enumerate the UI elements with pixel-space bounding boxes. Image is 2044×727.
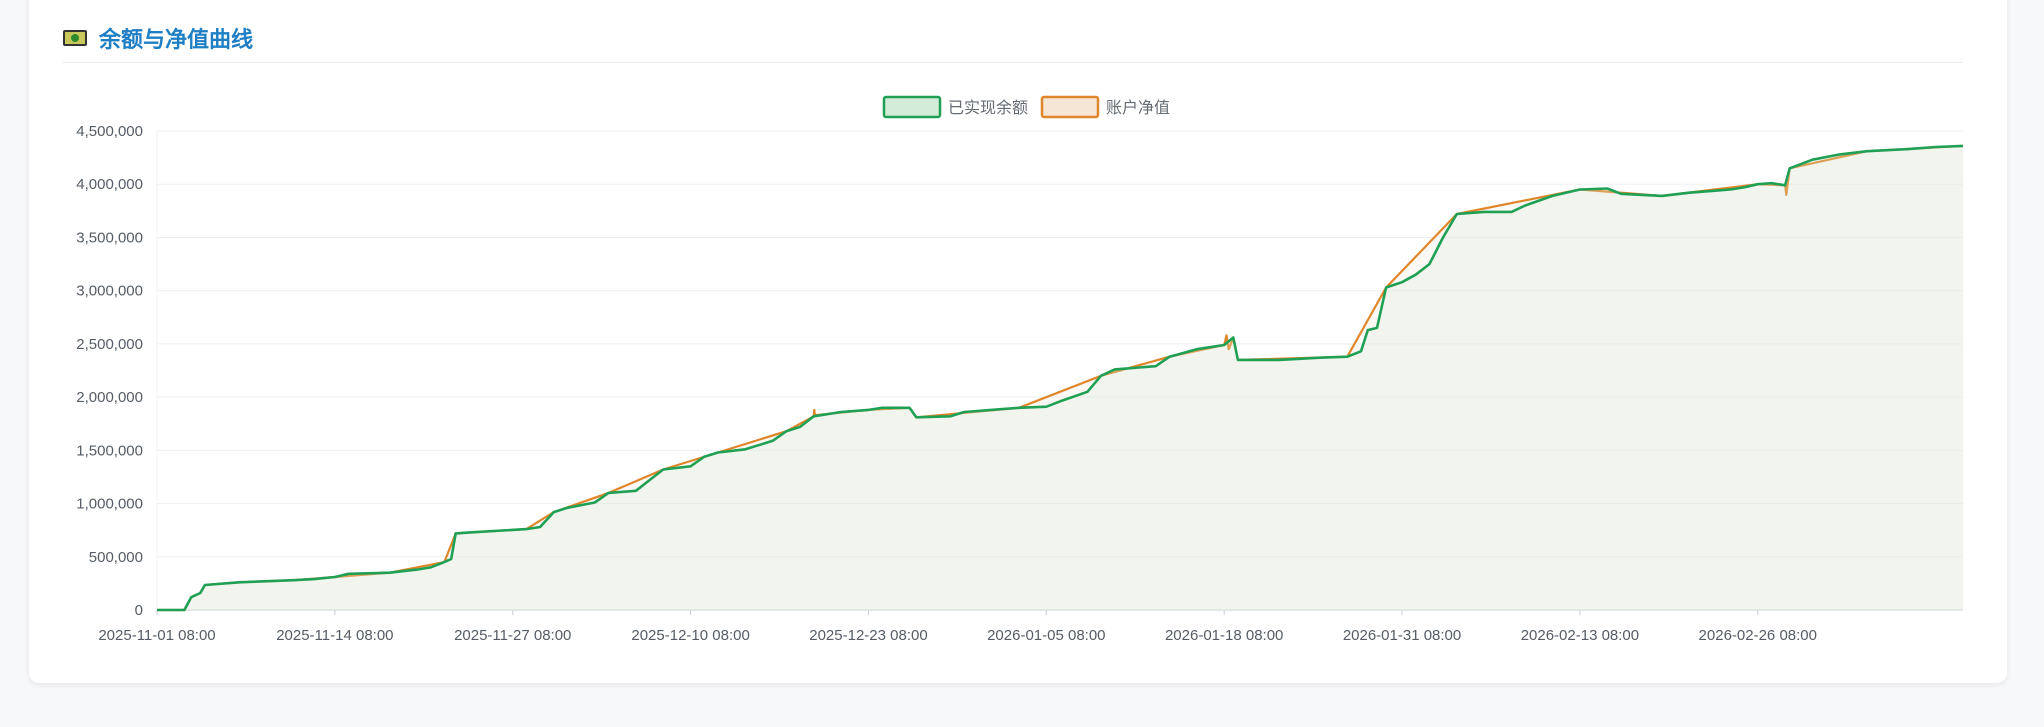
- legend-label: 账户净值: [1106, 98, 1170, 117]
- y-tick-label: 2,500,000: [76, 336, 143, 353]
- legend-swatch: [882, 95, 942, 119]
- x-tick-label: 2026-02-13 08:00: [1521, 627, 1639, 644]
- series-line: [157, 144, 1964, 612]
- x-tick-label: 2026-01-31 08:00: [1343, 627, 1461, 644]
- y-tick-label: 500,000: [89, 549, 143, 566]
- y-tick-label: 3,500,000: [76, 229, 143, 246]
- x-tick-label: 2025-11-27 08:00: [454, 627, 571, 644]
- legend-swatch: [1040, 95, 1100, 119]
- y-tick-label: 3,000,000: [76, 283, 143, 300]
- legend-label: 已实现余额: [948, 98, 1028, 117]
- x-tick-label: 2025-12-10 08:00: [631, 627, 749, 644]
- y-tick-label: 4,500,000: [76, 123, 143, 140]
- x-tick-label: 2025-11-14 08:00: [276, 627, 393, 644]
- y-tick-label: 2,000,000: [76, 389, 143, 406]
- y-tick-label: 4,000,000: [76, 176, 143, 193]
- y-tick-label: 0: [135, 602, 143, 619]
- y-tick-label: 1,500,000: [76, 442, 143, 459]
- x-tick-label: 2026-01-05 08:00: [987, 627, 1105, 644]
- chart-icon: [63, 30, 87, 46]
- card-title: 余额与净值曲线: [99, 28, 254, 53]
- card-header: 余额与净值曲线: [63, 0, 1963, 63]
- x-tick-label: 2025-12-23 08:00: [809, 627, 927, 644]
- x-tick-label: 2025-11-01 08:00: [98, 627, 215, 644]
- x-tick-label: 2026-01-18 08:00: [1165, 627, 1283, 644]
- y-tick-label: 1,000,000: [76, 496, 143, 513]
- x-tick-label: 2026-02-26 08:00: [1699, 627, 1817, 644]
- equity-card: 余额与净值曲线: [29, 0, 2007, 683]
- series-area: [157, 145, 1963, 610]
